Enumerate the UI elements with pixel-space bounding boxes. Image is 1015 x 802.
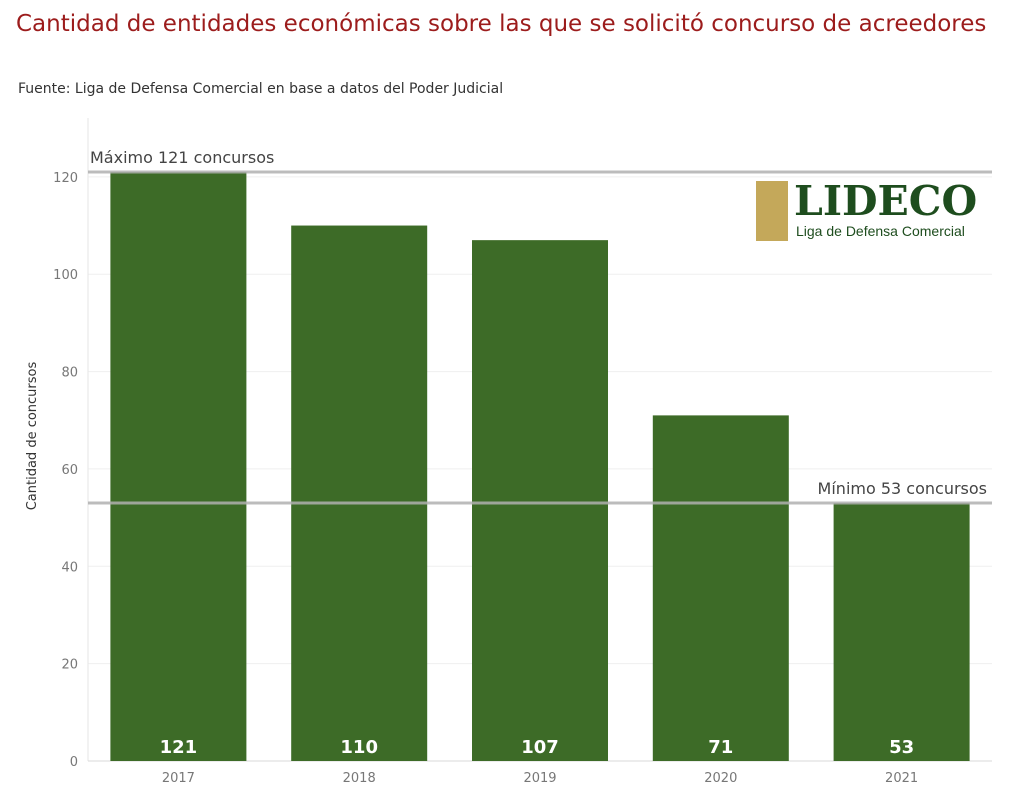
- x-tick-label: 2017: [162, 771, 195, 786]
- data-label: 110: [340, 737, 378, 758]
- reference-line-label: Máximo 121 concursos: [90, 148, 274, 167]
- data-label: 107: [521, 737, 559, 758]
- logo-square-icon: [756, 181, 788, 241]
- y-tick-label: 80: [61, 366, 78, 381]
- y-tick-label: 100: [53, 268, 78, 283]
- bars: [110, 172, 970, 762]
- x-tick-label: 2018: [343, 771, 376, 786]
- data-label: 53: [889, 737, 914, 758]
- data-label: 121: [160, 737, 198, 758]
- x-tick-label: 2021: [885, 771, 918, 786]
- reference-line-label: Mínimo 53 concursos: [818, 479, 987, 498]
- labels: 0 20 40 60 80 100 120 121 2017 110 2018 107 2019 71 20…: [53, 148, 987, 786]
- x-tick-label: 2019: [523, 771, 556, 786]
- x-tick-label: 2020: [704, 771, 737, 786]
- chart-title: Cantidad de entidades económicas sobre l…: [16, 11, 987, 37]
- logo-subtitle: Liga de Defensa Comercial: [796, 223, 965, 239]
- lideco-logo: LIDECO Liga de Defensa Comercial: [756, 177, 988, 243]
- reference-lines: [88, 170, 992, 505]
- bar: [833, 503, 970, 761]
- logo-name: LIDECO: [794, 177, 978, 225]
- y-axis-label: Cantidad de concursos: [25, 362, 40, 511]
- bar: [472, 240, 608, 762]
- bar: [110, 172, 247, 761]
- y-tick-label: 120: [53, 171, 78, 186]
- data-label: 71: [708, 737, 733, 758]
- y-tick-label: 60: [61, 463, 78, 478]
- bar: [291, 225, 428, 761]
- y-tick-label: 40: [61, 560, 78, 575]
- y-tick-label: 0: [70, 755, 78, 770]
- chart-source: Fuente: Liga de Defensa Comercial en bas…: [18, 81, 504, 97]
- bar: [652, 415, 789, 761]
- y-tick-label: 20: [61, 658, 78, 673]
